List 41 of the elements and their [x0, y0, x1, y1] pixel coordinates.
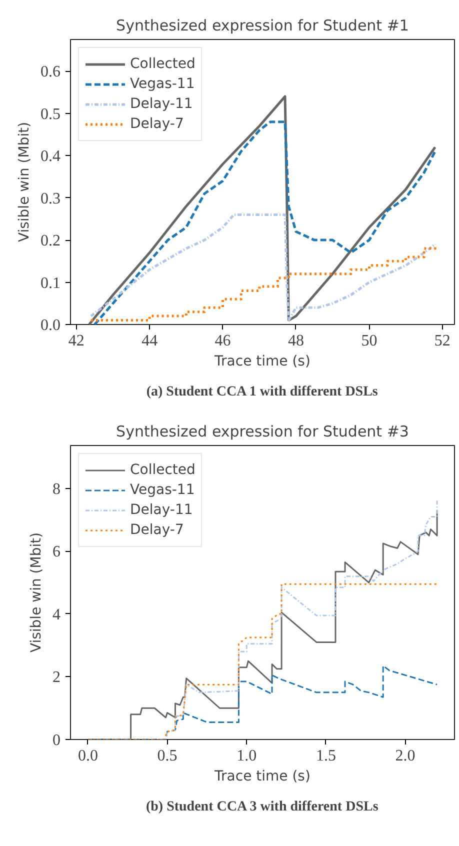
y-tick-label: 8	[52, 480, 60, 498]
y-tick-label: 6	[52, 544, 60, 561]
y-tick-label: 0.1	[40, 274, 60, 292]
y-tick-label: 0.3	[40, 190, 60, 208]
y-tick-label: 0.0	[40, 317, 60, 334]
legend-label: Vegas-11	[130, 481, 195, 499]
x-tick-label: 0.5	[157, 748, 178, 764]
text: (b) Student CCA 3 with different DSLs	[146, 800, 379, 814]
y-tick-label: 4	[52, 606, 60, 624]
x-tick-label: 2.0	[395, 748, 416, 764]
legend-label: Vegas-11	[130, 75, 195, 93]
x-tick-label: 0.0	[78, 748, 98, 764]
x-tick-label: 42	[68, 332, 84, 350]
legend-label: Delay-7	[130, 521, 184, 539]
x-tick-label: 44	[142, 332, 158, 350]
legend-label: Delay-11	[130, 95, 193, 113]
line-series	[90, 213, 436, 322]
y-tick-label: 0.6	[40, 64, 60, 81]
legend-label: Delay-7	[130, 115, 184, 133]
x-tick-label: 48	[288, 332, 304, 350]
chart-title: Synthesized expression for Student #1	[116, 16, 409, 34]
x-tick-label: 52	[434, 332, 450, 350]
legend-label: Collected	[130, 55, 196, 73]
legend-label: Delay-11	[130, 501, 193, 519]
y-tick-label: 0.5	[40, 106, 60, 123]
y-axis-title: Visible win (Mbit)	[28, 532, 44, 653]
x-axis-title: Trace time (s)	[214, 354, 310, 370]
y-tick-label: 0	[52, 732, 60, 749]
x-axis-title: Trace time (s)	[214, 768, 310, 784]
y-tick-label: 0.4	[40, 148, 60, 166]
x-tick-label: 1.0	[236, 748, 257, 764]
x-tick-label: 50	[361, 332, 378, 350]
y-axis-title: Visible win (Mbit)	[16, 122, 32, 242]
text: (a) Student CCA 1 with different DSLs	[146, 384, 378, 400]
y-tick-label: 2	[52, 669, 60, 686]
y-tick-label: 0.2	[40, 232, 60, 250]
line-series	[87, 583, 438, 740]
x-tick-label: 1.5	[316, 748, 336, 764]
chart-title: Synthesized expression for Student #3	[116, 422, 409, 440]
x-tick-label: 46	[214, 332, 231, 350]
legend-label: Collected	[130, 461, 196, 479]
